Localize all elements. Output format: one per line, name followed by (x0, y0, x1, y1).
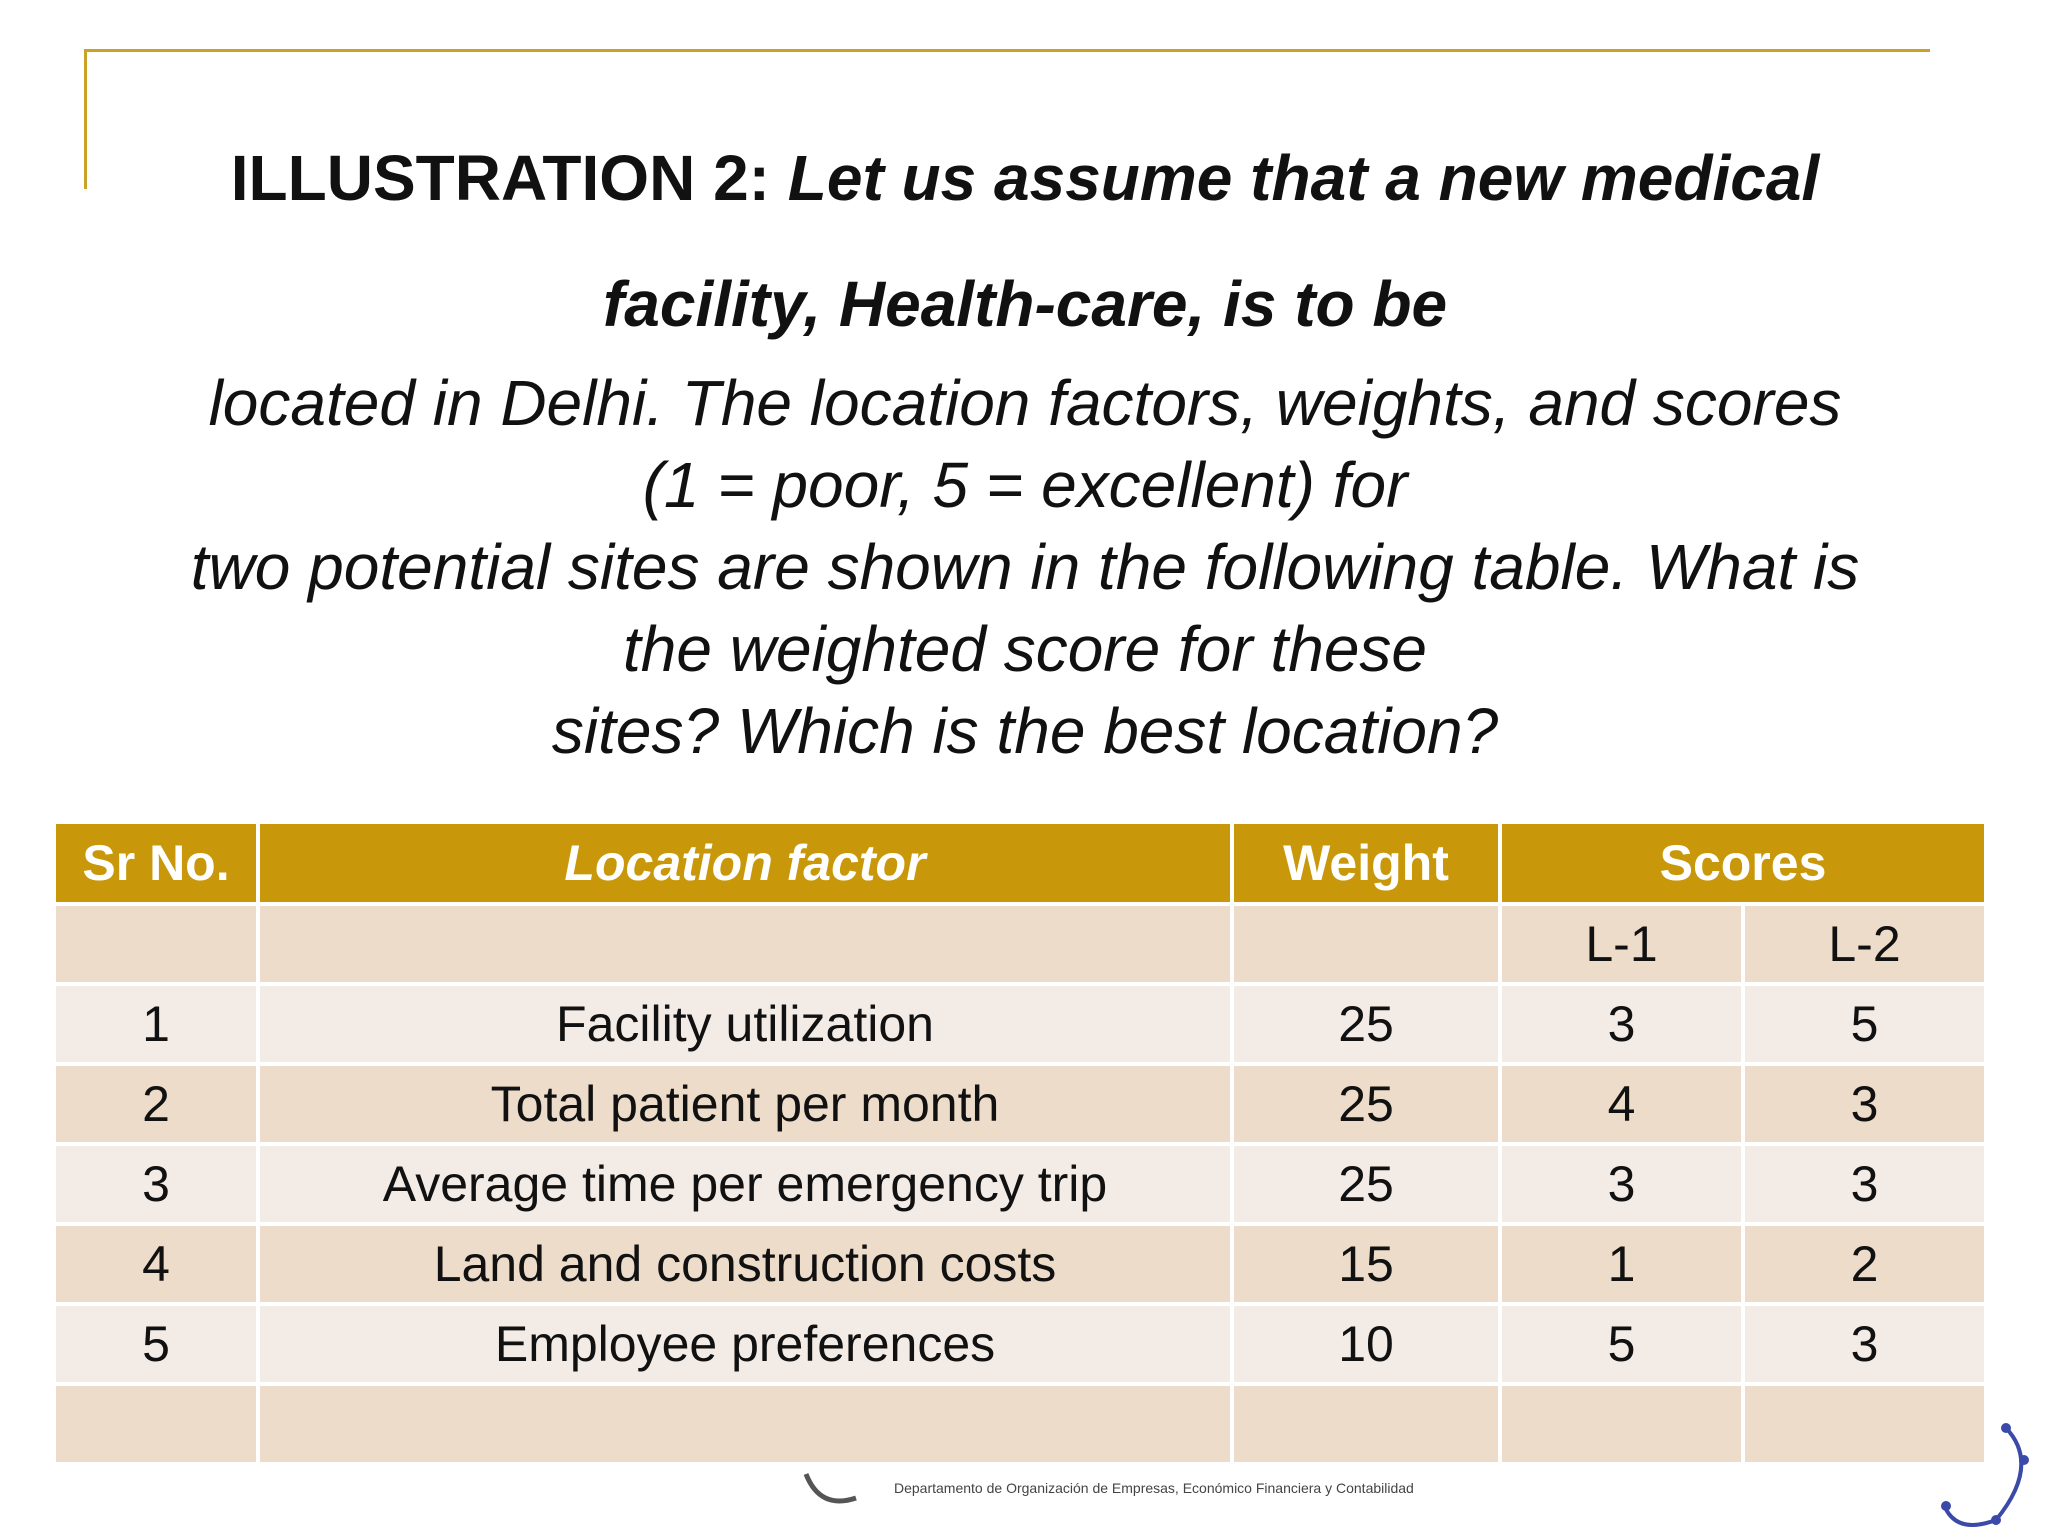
cell-l2: 3 (1741, 1302, 1988, 1386)
cell-weight: 25 (1230, 1062, 1502, 1146)
cell-factor: Average time per emergency trip (256, 1142, 1234, 1226)
title-italic: Let us assume that a new medical (787, 142, 1820, 214)
table-empty-row (52, 1382, 1988, 1466)
body-line: sites? Which is the best location? (551, 695, 1499, 767)
title-lead: ILLUSTRATION 2: (230, 142, 770, 214)
table-row: 3 Average time per emergency trip 25 3 3 (52, 1142, 1988, 1226)
cell-weight: 10 (1230, 1302, 1502, 1386)
cell-empty (1498, 1382, 1745, 1466)
subheader-empty (1230, 902, 1502, 986)
cell-empty (1741, 1382, 1988, 1466)
table-row: 1 Facility utilization 25 3 5 (52, 982, 1988, 1066)
cell-l2: 3 (1741, 1062, 1988, 1146)
cell-sr: 1 (52, 982, 260, 1066)
cell-l1: 5 (1498, 1302, 1745, 1386)
cell-l1: 4 (1498, 1062, 1745, 1146)
body-line: (1 = poor, 5 = excellent) for (642, 449, 1408, 521)
location-factors-table: Sr No. Location factor Weight Scores L-1… (52, 820, 1988, 1466)
subheader-l1: L-1 (1498, 902, 1745, 986)
cell-sr: 5 (52, 1302, 260, 1386)
cell-factor: Land and construction costs (256, 1222, 1234, 1306)
cell-weight: 25 (1230, 1142, 1502, 1226)
body-line: two potential sites are shown in the fol… (190, 531, 1860, 603)
table-row: 2 Total patient per month 25 4 3 (52, 1062, 1988, 1146)
header-weight: Weight (1230, 820, 1502, 906)
title-line-1: ILLUSTRATION 2: Let us assume that a new… (100, 140, 1950, 216)
table-row: 4 Land and construction costs 15 1 2 (52, 1222, 1988, 1306)
body-line: located in Delhi. The location factors, … (208, 367, 1842, 439)
body-line: the weighted score for these (622, 613, 1428, 685)
header-location-factor: Location factor (256, 820, 1234, 906)
problem-statement: located in Delhi. The location factors, … (80, 362, 1970, 772)
cell-empty (256, 1382, 1234, 1466)
cell-sr: 4 (52, 1222, 260, 1306)
footer-department-text: Departamento de Organización de Empresas… (894, 1480, 1414, 1496)
cell-l2: 5 (1741, 982, 1988, 1066)
cell-sr: 3 (52, 1142, 260, 1226)
cell-l1: 3 (1498, 1142, 1745, 1226)
cell-weight: 15 (1230, 1222, 1502, 1306)
subheader-l2: L-2 (1741, 902, 1988, 986)
orbit-logo-icon (1941, 1423, 2029, 1527)
header-sr-no: Sr No. (52, 820, 260, 906)
cell-l2: 2 (1741, 1222, 1988, 1306)
cell-l1: 3 (1498, 982, 1745, 1066)
cell-empty (1230, 1382, 1502, 1466)
cell-sr: 2 (52, 1062, 260, 1146)
cell-l1: 1 (1498, 1222, 1745, 1306)
title-line-2: facility, Health-care, is to be (602, 268, 1448, 340)
table-row: 5 Employee preferences 10 5 3 (52, 1302, 1988, 1386)
subheader-empty (52, 902, 260, 986)
cell-empty (52, 1382, 260, 1466)
subheader-empty (256, 902, 1234, 986)
logo-arc-icon (803, 1473, 857, 1504)
header-scores: Scores (1498, 820, 1988, 906)
table-header-row: Sr No. Location factor Weight Scores (52, 820, 1988, 906)
cell-factor: Facility utilization (256, 982, 1234, 1066)
cell-factor: Total patient per month (256, 1062, 1234, 1146)
cell-factor: Employee preferences (256, 1302, 1234, 1386)
frame-left-rule (84, 49, 87, 189)
cell-weight: 25 (1230, 982, 1502, 1066)
frame-top-rule (84, 49, 1930, 52)
cell-l2: 3 (1741, 1142, 1988, 1226)
table-subheader-row: L-1 L-2 (52, 902, 1988, 986)
